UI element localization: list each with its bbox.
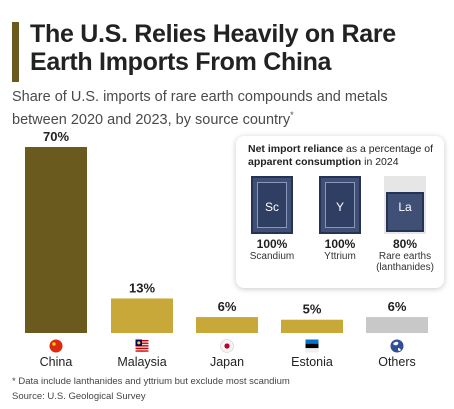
bar-japan: [196, 317, 258, 333]
source-note: Source: U.S. Geological Survey: [12, 391, 146, 402]
globe-icon: [390, 339, 404, 353]
element-symbol: Sc: [264, 200, 279, 214]
element-name: Scandium: [249, 251, 295, 262]
panel-heading-bold-1: Net import reliance: [248, 143, 344, 155]
chart-title: The U.S. Relies Heavily on Rare Earth Im…: [30, 20, 396, 76]
element-lanthanides: La 80% Rare earths (lanthanides): [372, 176, 438, 273]
value-label: 6%: [388, 299, 407, 314]
bar-china: [25, 147, 87, 333]
value-label: 6%: [218, 299, 237, 314]
malaysia-flag-icon: [135, 339, 149, 353]
title-accent-bar: [12, 22, 19, 82]
element-percent: 100%: [324, 237, 356, 251]
element-tile: Y: [319, 176, 361, 234]
bar-malaysia: [111, 298, 173, 333]
element-tile-fill: [257, 182, 287, 228]
footnote: * Data include lanthanides and yttrium b…: [12, 376, 290, 387]
element-tile-fill: [386, 192, 424, 232]
element-tile: Sc: [251, 176, 293, 234]
element-scandium: Sc 100% Scandium: [244, 176, 300, 262]
element-symbol: Y: [335, 200, 344, 214]
panel-heading-year: in 2024: [364, 156, 399, 168]
bar-estonia: [281, 319, 343, 333]
element-yttrium: Y 100% Yttrium: [312, 176, 368, 262]
element-percent: 100%: [256, 237, 288, 251]
category-label: China: [40, 355, 73, 369]
value-label: 5%: [303, 302, 322, 317]
category-label: Malaysia: [117, 355, 166, 369]
japan-flag-icon: [220, 339, 234, 353]
category-label: Estonia: [291, 355, 333, 369]
element-tile-fill: [325, 182, 355, 228]
element-symbol: La: [398, 200, 412, 214]
value-label: 70%: [43, 129, 69, 144]
estonia-flag-icon: [305, 339, 319, 353]
import-reliance-panel: Net import reliance as a percentage of a…: [236, 136, 444, 288]
panel-heading-text: as a percentage of: [346, 143, 434, 155]
panel-heading-bold-2: apparent consumption: [248, 156, 362, 168]
element-name: Yttrium: [324, 251, 356, 262]
subtitle-footnote-mark: *: [290, 110, 294, 120]
category-label: Japan: [210, 355, 244, 369]
element-percent: 80%: [392, 237, 418, 251]
bar-others: [366, 317, 428, 333]
china-flag-icon: [49, 339, 63, 353]
element-name: Rare earths (lanthanides): [376, 251, 434, 273]
chart-subtitle: Share of U.S. imports of rare earth comp…: [12, 88, 442, 129]
value-label: 13%: [129, 280, 155, 295]
element-tile: La: [384, 176, 426, 234]
panel-heading: Net import reliance as a percentage of a…: [248, 143, 438, 169]
subtitle-text: Share of U.S. imports of rare earth comp…: [12, 89, 388, 128]
category-label: Others: [378, 355, 416, 369]
